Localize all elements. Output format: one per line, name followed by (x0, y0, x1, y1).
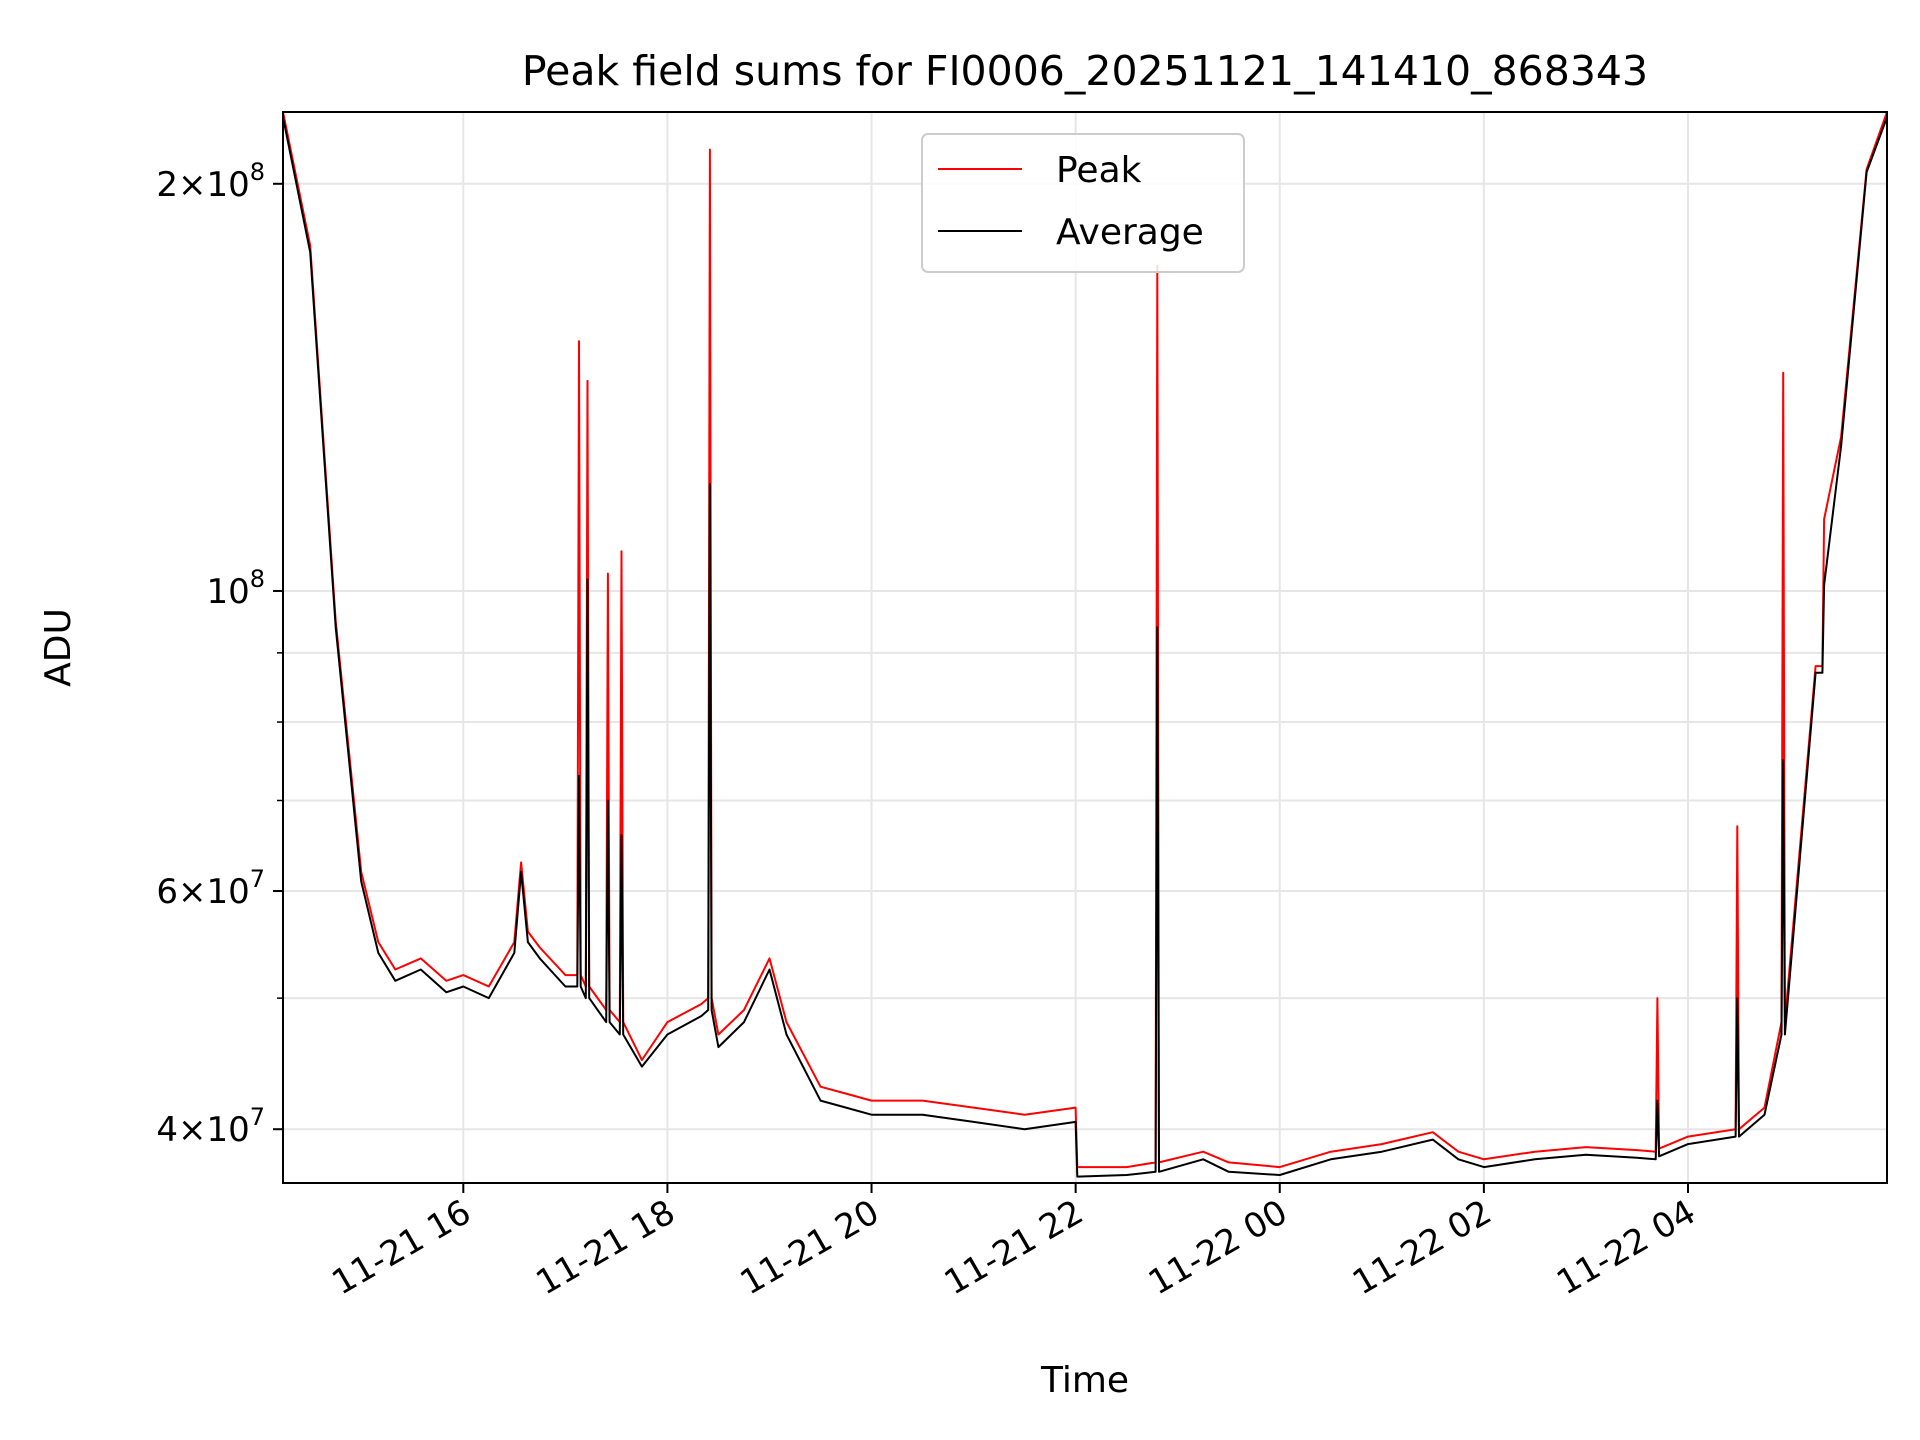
legend: Peak Average (921, 133, 1245, 273)
legend-label-peak: Peak (1056, 150, 1142, 191)
y-tick-label: 2×108 (156, 158, 265, 205)
y-axis-label: ADU (38, 608, 79, 687)
grid (283, 112, 1887, 1183)
y-tick-label: 6×107 (156, 865, 265, 912)
x-axis-label: Time (1040, 1360, 1129, 1401)
series-line-peak (283, 112, 1887, 1169)
chart-title: Peak field sums for FI0006_20251121_1414… (522, 47, 1648, 95)
y-tick-label: 108 (206, 565, 265, 612)
y-axis: 4×107 6×107 108 2×108 (156, 158, 283, 1150)
plot-frame (282, 111, 1888, 1184)
y-tick-label: 4×107 (156, 1103, 265, 1150)
series-line-average (283, 116, 1887, 1178)
series-layer (283, 112, 1887, 1178)
legend-label-average: Average (1056, 212, 1204, 253)
